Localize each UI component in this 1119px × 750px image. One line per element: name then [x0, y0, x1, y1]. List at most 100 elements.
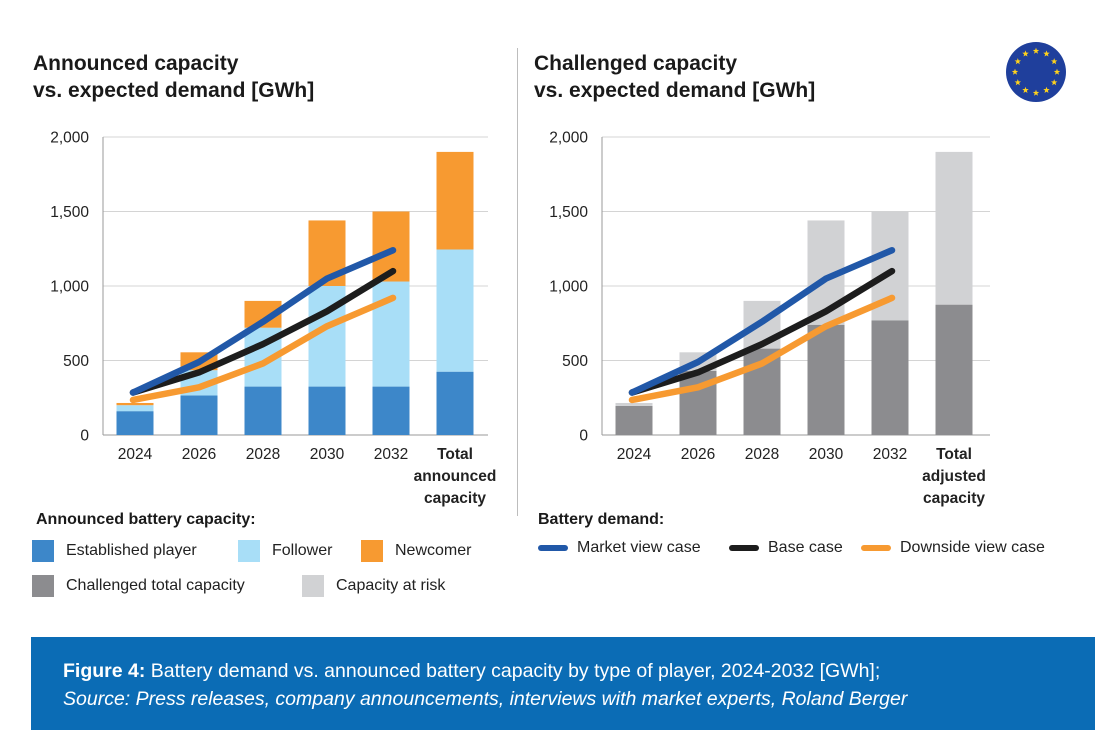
caption-source: Source: Press releases, company announce… — [63, 688, 908, 710]
follower-swatch — [238, 540, 260, 562]
left-chart-title: Announced capacity vs. expected demand [… — [33, 50, 314, 104]
legend-established: Established player — [32, 540, 197, 562]
challenged-x-tick-label: 2032 — [873, 446, 907, 463]
announced-bar-follower — [436, 249, 474, 372]
left-title-line2: vs. expected demand [GWh] — [33, 79, 315, 102]
challenged-x-tick-label: 2024 — [617, 446, 652, 463]
announced-downside-line — [129, 294, 397, 404]
announced-x-tick-label: 2024 — [118, 446, 153, 463]
eu-flag-star — [1043, 50, 1050, 57]
announced-x-tick-label: 2026 — [182, 446, 216, 463]
announced-base-line — [129, 267, 397, 396]
announced-bar-follower — [116, 405, 154, 412]
challenged-bar-capacity-at-risk — [935, 151, 973, 305]
legend-follower: Follower — [238, 540, 332, 562]
challenged-base-line — [628, 267, 896, 396]
legend-market-label: Market view case — [577, 539, 701, 556]
established-swatch — [32, 540, 54, 562]
caption-label: Figure 4: — [63, 660, 146, 682]
announced-bar-established-player — [436, 371, 474, 435]
eu-flag-star — [1022, 50, 1029, 57]
challenged-y-tick-label: 0 — [579, 428, 588, 445]
announced-bar-established-player — [308, 386, 346, 435]
challenged-bar-challenged-total-capacity — [807, 324, 845, 435]
right-title-line2: vs. expected demand [GWh] — [534, 79, 816, 102]
announced-market-line — [129, 246, 397, 396]
challenged-x-tick-label: 2028 — [745, 446, 779, 463]
demand-legend-title: Battery demand: — [538, 511, 665, 528]
legend-at-risk: Capacity at risk — [302, 575, 445, 597]
challenged-x-tick-label: adjusted — [922, 468, 986, 485]
legend-downside-label: Downside view case — [900, 539, 1045, 556]
legend-newcomer-label: Newcomer — [395, 542, 472, 559]
legend-follower-label: Follower — [272, 542, 333, 559]
eu-flag-star — [1022, 86, 1029, 93]
announced-bar-established-player — [180, 395, 218, 435]
eu-flag-star — [1011, 68, 1019, 75]
challenged-bar-challenged-total-capacity — [935, 304, 973, 435]
eu-flag-star — [1032, 47, 1040, 54]
base-line-swatch — [729, 545, 759, 551]
capacity-legend-title: Announced battery capacity: — [36, 511, 256, 528]
eu-flag-star — [1043, 86, 1050, 93]
right-title-line1: Challenged capacity — [534, 52, 738, 75]
announced-bar-established-player — [372, 386, 410, 435]
legend-market: Market view case — [538, 539, 701, 557]
legend-downside: Downside view case — [861, 539, 1045, 557]
left-title-line1: Announced capacity — [33, 52, 239, 75]
announced-y-tick-label: 500 — [63, 353, 89, 370]
announced-x-tick-label: 2030 — [310, 446, 345, 463]
challenged-y-tick-label: 1,000 — [549, 279, 588, 296]
announced-x-tick-label: announced — [414, 468, 497, 485]
challenged-x-tick-label: capacity — [923, 490, 985, 507]
market-line-swatch — [538, 545, 568, 551]
challenged-y-tick-label: 2,000 — [549, 130, 588, 147]
legend-at-risk-label: Capacity at risk — [336, 577, 446, 594]
announced-bar-newcomer — [116, 402, 154, 406]
announced-bar-established-player — [116, 411, 154, 435]
announced-bar-newcomer — [436, 151, 474, 250]
legend-challenged-label: Challenged total capacity — [66, 577, 245, 594]
challenged-capacity-chart: 0 500 1,000 1,500 2,000 2024 2026 2028 2030 2032 T… — [549, 130, 990, 507]
announced-y-tick-label: 2,000 — [50, 130, 89, 147]
eu-flag-star — [1014, 58, 1022, 65]
eu-flag-star — [1050, 79, 1058, 86]
eu-flag-star — [1050, 58, 1058, 65]
challenged-bar-challenged-total-capacity — [871, 320, 909, 435]
challenged-x-tick-label: Total — [936, 446, 972, 463]
challenged-y-tick-label: 500 — [562, 353, 588, 370]
eu-flag-star — [1032, 89, 1040, 96]
announced-x-tick-label: Total — [437, 446, 473, 463]
right-chart-title: Challenged capacity vs. expected demand … — [534, 50, 815, 104]
legend-base-label: Base case — [768, 539, 843, 556]
announced-x-tick-label: capacity — [424, 490, 486, 507]
challenged-bar-challenged-total-capacity — [615, 405, 653, 435]
challenged-bar-capacity-at-risk — [615, 402, 653, 406]
legend-challenged: Challenged total capacity — [32, 575, 245, 597]
announced-y-tick-label: 1,000 — [50, 279, 89, 296]
challenged-swatch — [32, 575, 54, 597]
legend-base: Base case — [729, 539, 843, 557]
challenged-market-line — [628, 246, 896, 396]
newcomer-swatch — [361, 540, 383, 562]
eu-flag-icon — [1006, 42, 1066, 102]
eu-flag-disc — [1006, 42, 1066, 102]
eu-flag-star — [1053, 68, 1061, 75]
caption-text: Battery demand vs. announced battery cap… — [145, 660, 881, 682]
eu-flag-star — [1014, 79, 1022, 86]
legend-newcomer: Newcomer — [361, 540, 471, 562]
at-risk-swatch — [302, 575, 324, 597]
announced-y-tick-label: 1,500 — [50, 204, 89, 221]
announced-y-tick-label: 0 — [80, 428, 89, 445]
announced-x-tick-label: 2032 — [374, 446, 408, 463]
challenged-y-tick-label: 1,500 — [549, 204, 588, 221]
figure-caption: Figure 4: Battery demand vs. announced b… — [31, 637, 1095, 730]
challenged-x-tick-label: 2026 — [681, 446, 715, 463]
challenged-downside-line — [628, 294, 896, 404]
announced-bar-established-player — [244, 386, 282, 435]
downside-line-swatch — [861, 545, 891, 551]
challenged-x-tick-label: 2030 — [809, 446, 844, 463]
announced-capacity-chart: 0 500 1,000 1,500 2,000 2024 2026 2028 2030 2032 T… — [50, 130, 497, 508]
panel-divider — [517, 48, 518, 516]
announced-x-tick-label: 2028 — [246, 446, 280, 463]
